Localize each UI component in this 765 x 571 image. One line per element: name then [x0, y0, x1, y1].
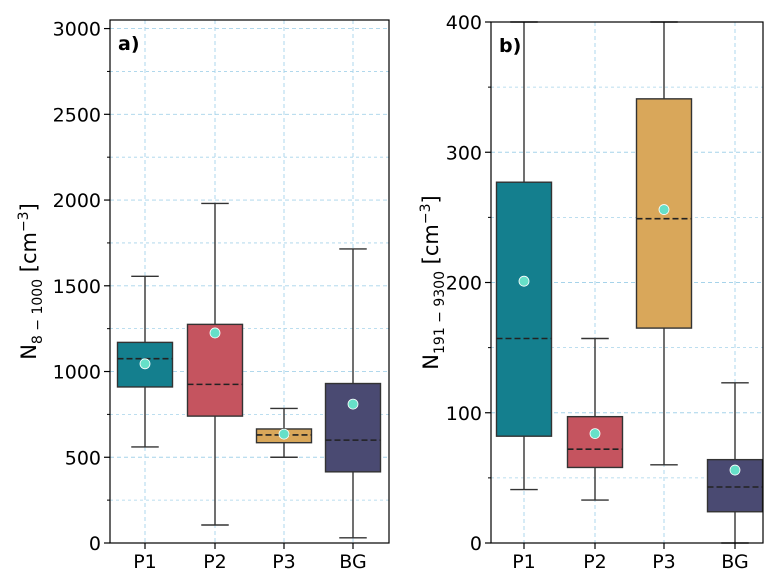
box-p1 [495, 21, 553, 491]
box-p2 [186, 202, 244, 526]
x-tick-label: BG [339, 551, 366, 571]
y-axis-label: N8 − 1000 [cm−3] [16, 203, 46, 360]
y-tick-label: 200 [446, 273, 482, 295]
panel-label: b) [499, 35, 521, 57]
panel-label: a) [118, 33, 140, 55]
mean-marker [209, 327, 221, 339]
mean-marker [278, 428, 290, 440]
x-tick-label: P2 [583, 551, 607, 571]
box-p1 [116, 275, 174, 448]
x-tick-label: P1 [512, 551, 536, 571]
x-tick-label: P3 [652, 551, 676, 571]
x-tick-label: P3 [272, 551, 296, 571]
y-tick-label: 3000 [53, 19, 101, 41]
panel-b: 0 100 200 300 400 P1 P2 P3 BG b) N191 − 9300 [cm−3… [418, 12, 764, 571]
box-body [495, 181, 553, 437]
y-tick-label: 0 [470, 533, 482, 555]
y-tick-label: 300 [446, 142, 482, 164]
mean-marker [139, 358, 151, 370]
axes-frame [109, 19, 390, 544]
mean-marker [729, 464, 741, 476]
box-p2 [566, 337, 624, 501]
y-tick-label: 2500 [53, 104, 101, 126]
x-tick-label: P2 [203, 551, 227, 571]
box-p3 [635, 21, 693, 466]
y-tick-label: 400 [446, 12, 482, 34]
y-tick-label: 500 [65, 447, 101, 469]
x-tick-label: BG [721, 551, 748, 571]
mean-marker [347, 398, 359, 410]
box-body [186, 323, 244, 417]
mean-marker [518, 275, 530, 287]
y-tick-label: 100 [446, 403, 482, 425]
mean-marker [658, 204, 670, 215]
box-bg [324, 248, 382, 539]
box-p3 [255, 407, 313, 458]
y-tick-label: 1000 [53, 362, 101, 384]
y-axis-label: N191 − 9300 [cm−3] [418, 195, 448, 369]
box-bg [706, 382, 764, 544]
y-tick-label: 0 [89, 533, 101, 555]
y-tick-label: 1500 [53, 276, 101, 298]
panel-a: 0 500 1000 1500 2000 2500 3000 P1 P2 P3 BG a) N8 − 1… [16, 19, 390, 571]
box-body [324, 382, 382, 473]
mean-marker [589, 428, 601, 439]
y-tick-label: 2000 [53, 190, 101, 212]
x-tick-label: P1 [133, 551, 157, 571]
box-body [566, 415, 624, 469]
